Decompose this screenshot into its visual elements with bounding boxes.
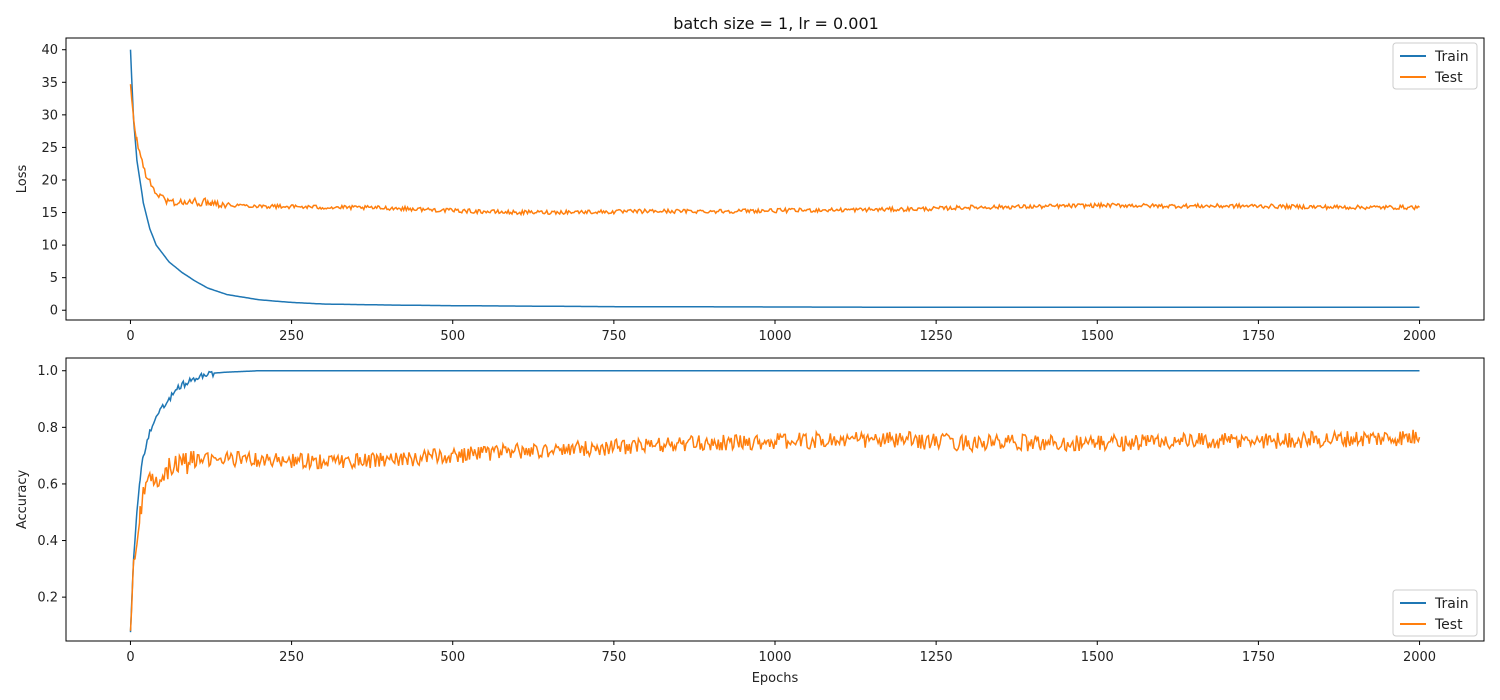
accuracy-ylabel: Accuracy	[15, 470, 30, 530]
loss-ytick-label: 30	[41, 108, 58, 123]
loss-ytick-label: 35	[41, 76, 58, 91]
accuracy-ticks: 0 250 500 750 1000 1250 1500 1750 2000 0.2 0.4 0.6 0…	[37, 364, 1436, 665]
loss-xtick-label: 1500	[1081, 329, 1114, 344]
loss-xtick-label: 1000	[758, 329, 791, 344]
accuracy-series-test	[129, 428, 1421, 631]
loss-series-test	[129, 84, 1420, 217]
loss-xtick-label: 1250	[920, 329, 953, 344]
figure-title: batch size = 1, lr = 0.001	[673, 14, 879, 33]
accuracy-xtick-label: 1000	[758, 650, 791, 665]
accuracy-ytick-label: 0.4	[37, 534, 58, 549]
loss-xtick-label: 750	[601, 329, 626, 344]
loss-ticks: 0 250 500 750 1000 1250 1500 1750 2000 0 5 10 15 20 25…	[41, 43, 1436, 344]
accuracy-ytick-label: 0.8	[37, 421, 58, 436]
accuracy-legend: Train Test	[1392, 589, 1478, 637]
accuracy-xlabel: Epochs	[752, 671, 799, 686]
loss-ytick-label: 25	[41, 141, 58, 156]
accuracy-ytick-label: 0.2	[37, 591, 58, 606]
loss-ytick-label: 10	[41, 239, 58, 254]
loss-ytick-label: 15	[41, 206, 58, 221]
loss-ytick-label: 5	[50, 271, 58, 286]
loss-ytick-label: 0	[50, 304, 58, 319]
loss-legend-label-test: Test	[1434, 70, 1463, 86]
loss-series-layer	[129, 49, 1420, 309]
accuracy-xtick-label: 0	[126, 650, 134, 665]
loss-series-train	[129, 49, 1420, 309]
loss-plot: 0 250 500 750 1000 1250 1500 1750 2000 0 5 10 15 20 25…	[15, 37, 1485, 344]
loss-xtick-label: 500	[440, 329, 465, 344]
accuracy-xtick-label: 1750	[1242, 650, 1275, 665]
loss-legend-label-train: Train	[1434, 49, 1469, 65]
accuracy-plot-frame	[65, 357, 1485, 642]
accuracy-xtick-label: 500	[440, 650, 465, 665]
accuracy-legend-label-test: Test	[1434, 617, 1463, 633]
accuracy-xtick-label: 2000	[1403, 650, 1436, 665]
loss-ytick-label: 20	[41, 173, 58, 188]
accuracy-legend-label-train: Train	[1434, 596, 1469, 612]
accuracy-ytick-label: 1.0	[37, 364, 58, 379]
loss-xtick-label: 1750	[1242, 329, 1275, 344]
accuracy-series-train	[129, 369, 1420, 633]
accuracy-plot: 0 250 500 750 1000 1250 1500 1750 2000 0.2 0.4 0.6 0…	[15, 357, 1485, 686]
loss-ytick-label: 40	[41, 43, 58, 58]
loss-xtick-label: 2000	[1403, 329, 1436, 344]
accuracy-series-layer	[129, 369, 1421, 633]
accuracy-ytick-label: 0.6	[37, 477, 58, 492]
loss-plot-frame	[65, 37, 1485, 321]
accuracy-xtick-label: 1500	[1081, 650, 1114, 665]
loss-ylabel: Loss	[15, 165, 30, 194]
loss-legend: Train Test	[1392, 42, 1478, 90]
accuracy-xtick-label: 750	[601, 650, 626, 665]
accuracy-xtick-label: 1250	[920, 650, 953, 665]
loss-xtick-label: 0	[126, 329, 134, 344]
accuracy-xtick-label: 250	[279, 650, 304, 665]
loss-xtick-label: 250	[279, 329, 304, 344]
